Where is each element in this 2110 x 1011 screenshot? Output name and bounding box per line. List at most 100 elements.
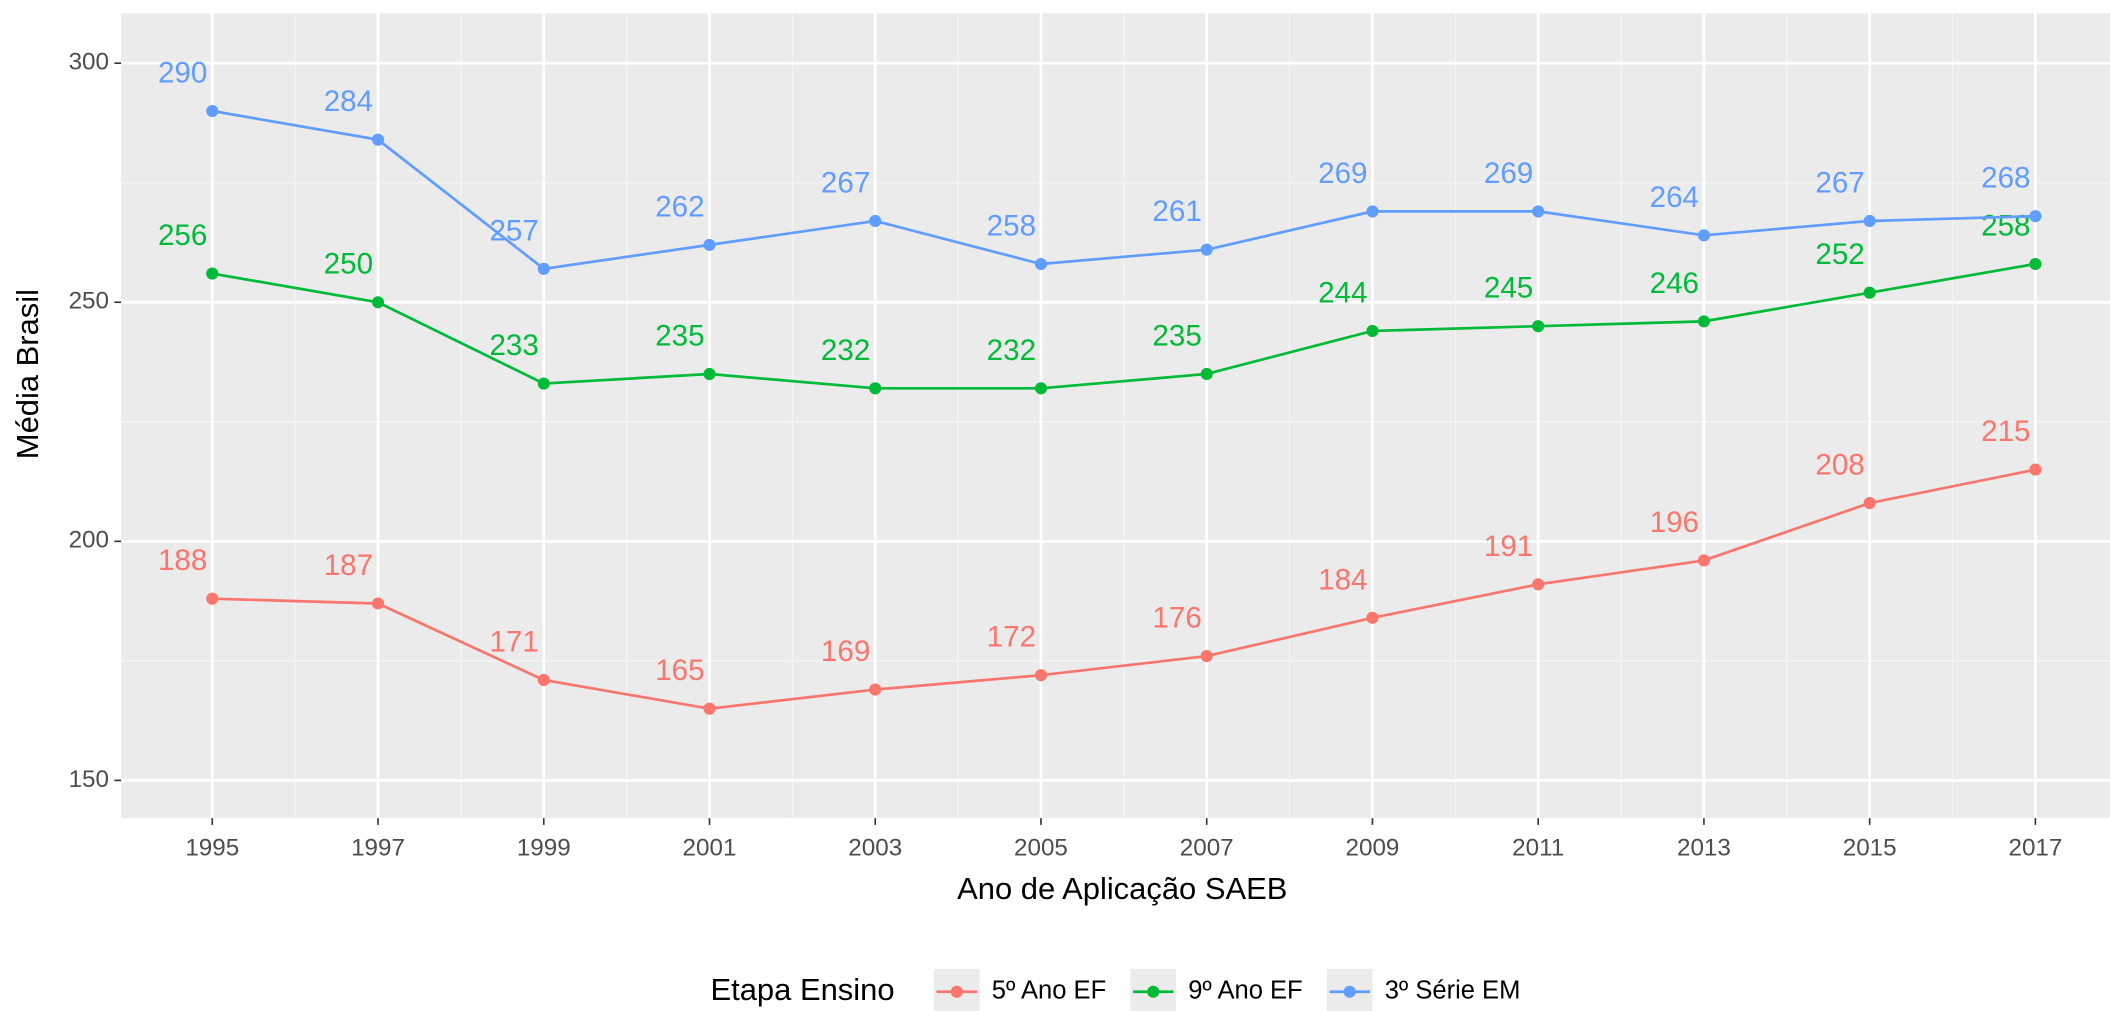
x-tick-label: 2011	[1512, 835, 1564, 862]
series-line	[212, 109, 2036, 271]
data-label: 235	[655, 319, 704, 352]
point	[2029, 210, 2042, 223]
point	[1697, 554, 1710, 567]
point	[1034, 382, 1048, 395]
data-label: 188	[158, 544, 207, 577]
x-tick-label: 2009	[1346, 835, 1400, 862]
data-label: 252	[1815, 238, 1864, 271]
point	[206, 592, 219, 605]
data-label: 232	[987, 334, 1036, 367]
data-label: 258	[987, 209, 1036, 242]
data-label: 290	[158, 56, 207, 89]
data-label: 184	[1318, 563, 1367, 596]
data-label: 257	[489, 214, 538, 247]
point	[703, 367, 716, 381]
point	[1697, 229, 1710, 242]
data-label: 233	[489, 329, 538, 362]
legend-label: 9º Ano EF	[1188, 977, 1302, 1005]
legend-title: Etapa Ensino	[711, 972, 895, 1007]
point	[869, 683, 882, 696]
x-tick-label: 2015	[1843, 835, 1897, 862]
data-label: 208	[1815, 449, 1864, 482]
x-tick-label: 2003	[848, 835, 902, 862]
point	[537, 262, 550, 275]
point	[869, 382, 882, 395]
data-label: 165	[655, 654, 704, 687]
data-label: 169	[821, 635, 870, 668]
x-axis-title: Ano de Aplicação SAEB	[957, 871, 1287, 906]
x-tick-label: 2001	[683, 835, 737, 862]
point	[869, 214, 882, 228]
series-line	[212, 262, 2036, 390]
data-label: 267	[1815, 166, 1864, 199]
point	[371, 133, 385, 146]
x-tick-label: 1999	[517, 835, 571, 862]
point	[1697, 315, 1710, 328]
point	[1200, 243, 1213, 256]
point	[1034, 257, 1048, 271]
point	[1034, 669, 1048, 682]
legend-key-point	[950, 985, 963, 998]
data-label: 232	[821, 334, 870, 367]
x-tick-label: 2005	[1014, 835, 1068, 862]
y-tick-label: 300	[69, 49, 109, 76]
x-tick-label: 2013	[1677, 835, 1731, 862]
data-label: 215	[1981, 415, 2030, 448]
point	[1200, 650, 1213, 663]
data-label: 269	[1484, 157, 1533, 190]
legend-label: 3º Série EM	[1385, 977, 1521, 1005]
y-tick-label: 250	[69, 288, 109, 315]
point	[703, 238, 716, 251]
x-tick-label: 2017	[2008, 835, 2062, 862]
data-label: 269	[1318, 157, 1367, 190]
point	[371, 296, 385, 309]
point	[2029, 257, 2042, 271]
x-tick-label: 1997	[351, 835, 405, 862]
legend-key-point	[1343, 985, 1356, 998]
data-label: 235	[1152, 319, 1201, 352]
point	[537, 377, 550, 390]
data-label: 264	[1650, 181, 1699, 214]
point	[1863, 286, 1876, 299]
point	[371, 597, 385, 610]
data-label: 261	[1152, 195, 1201, 228]
data-label: 244	[1318, 276, 1367, 309]
point	[1366, 205, 1379, 218]
data-label: 250	[324, 248, 373, 281]
x-tick-label: 1995	[185, 835, 239, 862]
point	[1366, 324, 1379, 337]
y-tick-label: 150	[69, 766, 109, 793]
data-label: 196	[1650, 506, 1699, 539]
x-tick-label: 2007	[1180, 835, 1234, 862]
data-label: 191	[1484, 530, 1533, 563]
point	[537, 673, 550, 687]
point	[1366, 611, 1379, 624]
legend-label: 5º Ano EF	[992, 977, 1106, 1005]
data-label: 172	[987, 621, 1036, 654]
point	[1532, 320, 1545, 333]
data-label: 284	[324, 85, 373, 118]
data-label: 256	[158, 219, 207, 252]
data-label: 262	[655, 190, 704, 223]
y-axis-title: Média Brasil	[10, 289, 45, 459]
data-label: 268	[1981, 162, 2030, 195]
point	[206, 267, 219, 280]
data-label: 258	[1981, 209, 2030, 242]
data-label: 171	[489, 625, 538, 658]
data-label: 267	[821, 166, 870, 199]
plot-panel	[121, 13, 2110, 819]
series-line	[212, 468, 2036, 711]
y-tick-label: 200	[69, 527, 109, 554]
point	[206, 104, 219, 118]
data-label: 245	[1484, 272, 1533, 305]
data-label: 187	[324, 549, 373, 582]
point	[1200, 367, 1213, 381]
point	[2029, 463, 2042, 476]
point	[1532, 205, 1545, 218]
point	[1863, 214, 1876, 228]
point	[1532, 578, 1545, 591]
point	[703, 702, 716, 715]
point	[1863, 497, 1876, 510]
legend-key-point	[1147, 985, 1160, 998]
